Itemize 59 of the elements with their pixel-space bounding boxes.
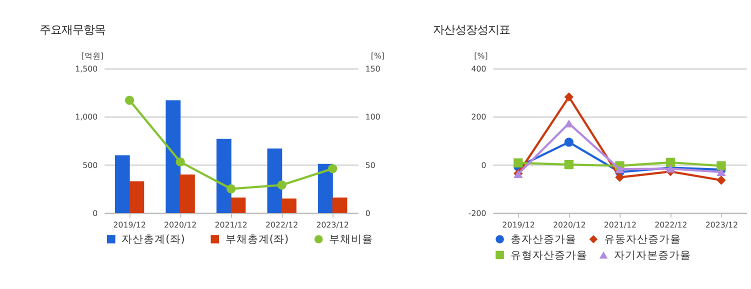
y-axis-title: [억원]	[81, 51, 104, 60]
point	[615, 172, 624, 182]
point	[716, 161, 726, 170]
x-tick-label: 2019/12	[502, 220, 535, 230]
y2-tick-label: 100	[365, 112, 380, 122]
point	[226, 184, 236, 194]
bar	[166, 100, 181, 213]
legend-label: 부채총계(좌)	[225, 234, 289, 246]
bar	[180, 174, 195, 213]
legend-label: 자기자본증가율	[614, 249, 692, 262]
x-tick-label: 2023/12	[705, 220, 738, 230]
x-tick-label: 2020/12	[164, 220, 197, 230]
y-tick-label: 400	[471, 64, 486, 74]
point	[514, 158, 523, 168]
point	[277, 180, 286, 190]
legend-label: 부채비율	[329, 234, 374, 246]
y-tick-label: 0	[481, 160, 486, 170]
bar	[129, 181, 144, 213]
bar	[114, 155, 130, 213]
point	[124, 96, 134, 105]
bar	[216, 138, 232, 213]
legend-label: 총자산증가율	[510, 234, 576, 246]
bar	[318, 164, 333, 213]
chart-title: 자산성장성지표	[432, 22, 510, 37]
x-tick-label: 2019/12	[113, 220, 146, 230]
legend-label: 자산총계(좌)	[122, 234, 185, 246]
point	[564, 92, 574, 102]
bar	[267, 148, 282, 213]
bar	[282, 198, 296, 213]
bar	[332, 198, 348, 213]
point	[564, 138, 574, 147]
legend-label: 유동자산증가율	[604, 234, 681, 246]
y-tick-label: 1,000	[75, 112, 98, 122]
x-tick-label: 2020/12	[553, 220, 586, 230]
point	[666, 158, 676, 168]
x-tick-label: 2022/12	[266, 220, 298, 230]
y-tick-label: -200	[468, 209, 486, 218]
y-tick-label: 1,500	[75, 64, 98, 74]
y-tick-label: 0	[92, 209, 98, 218]
point	[564, 160, 574, 170]
x-tick-label: 2021/12	[604, 220, 636, 230]
point	[328, 164, 338, 174]
y-tick-label: 500	[82, 160, 98, 170]
point	[615, 165, 624, 174]
point	[716, 168, 726, 176]
y2-tick-label: 0	[365, 209, 370, 218]
y-axis-title: [%]	[474, 51, 488, 60]
point	[176, 157, 185, 167]
chart-title: 주요재무항목	[40, 22, 106, 37]
point	[716, 176, 726, 185]
bar	[230, 198, 246, 213]
y2-tick-label: 50	[365, 160, 376, 170]
y-tick-label: 200	[471, 112, 486, 122]
y2-axis-title: [%]	[370, 51, 384, 60]
y2-tick-label: 150	[365, 64, 380, 74]
x-tick-label: 2022/12	[654, 220, 688, 230]
x-tick-label: 2021/12	[214, 220, 248, 230]
legend-label: 유형자산증가율	[510, 249, 588, 262]
x-tick-label: 2023/12	[316, 220, 349, 230]
